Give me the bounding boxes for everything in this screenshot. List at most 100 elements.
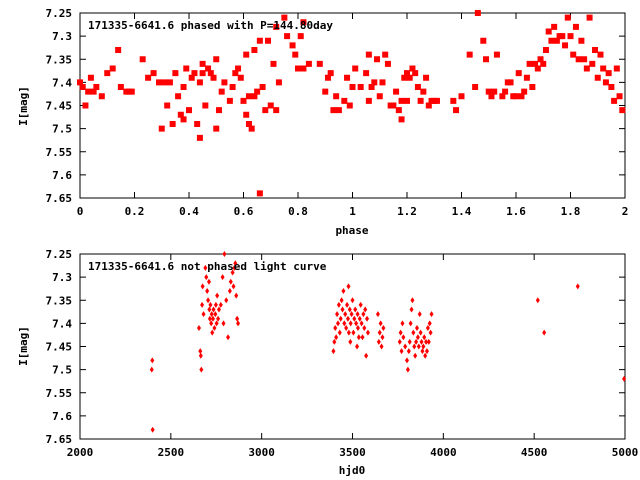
phased-data-point (191, 70, 198, 77)
unphased-data-point (205, 288, 210, 294)
phased-data-points (77, 10, 626, 197)
unphased-data-point (542, 329, 547, 336)
unphased-data-point (361, 311, 366, 318)
phased-data-point (79, 84, 86, 90)
unphased-data-point (227, 288, 232, 294)
unphased-data-point (365, 329, 370, 336)
phased-x-tick-label: 0 (77, 205, 84, 218)
phased-data-point (420, 88, 427, 95)
unphased-data-point (359, 320, 364, 327)
phased-x-tick-label: 0.8 (288, 205, 308, 218)
phased-data-point (213, 125, 220, 132)
unphased-data-point (208, 301, 213, 308)
unphased-data-point (232, 264, 237, 271)
phased-data-point (256, 37, 263, 44)
phased-data-point (256, 190, 263, 197)
phased-data-point (205, 65, 212, 72)
unphased-data-point (206, 278, 211, 285)
unphased-data-point (204, 274, 209, 281)
unphased-data-point (206, 297, 211, 304)
unphased-data-point (150, 357, 155, 364)
phased-data-point (488, 93, 495, 100)
phased-data-point (180, 84, 187, 90)
unphased-x-tick-label: 3500 (339, 446, 366, 459)
phased-x-axis: 0 0.2 0.4 0.6 0.8 1 1.2 1.4 1.6 1.8 2 (77, 13, 628, 218)
phased-y-tick-label: 7.4 (52, 76, 72, 89)
phased-data-point (109, 65, 116, 72)
phased-data-point (267, 102, 274, 109)
phased-data-point (172, 70, 179, 77)
phased-data-point (458, 93, 465, 100)
phased-data-point (259, 84, 266, 90)
phased-data-point (562, 42, 569, 49)
unphased-data-point (535, 297, 540, 304)
phased-data-point (352, 65, 359, 72)
phased-data-point (401, 74, 408, 81)
phased-data-point (117, 84, 124, 90)
unphased-data-point (342, 320, 347, 327)
unphased-data-point (335, 320, 340, 327)
phased-data-point (262, 107, 269, 114)
unphased-data-point (403, 343, 408, 350)
phased-y-tick-label: 7.25 (46, 7, 73, 20)
phased-data-point (245, 121, 252, 127)
phased-data-point (194, 121, 201, 127)
phased-data-point (327, 70, 334, 77)
phased-data-point (564, 14, 571, 21)
unphased-data-point (414, 338, 419, 345)
phased-data-point (156, 79, 163, 86)
phased-data-point (379, 79, 386, 86)
unphased-data-point (337, 329, 342, 336)
unphased-data-point (381, 325, 386, 331)
unphased-data-point (418, 329, 423, 336)
phased-data-point (548, 37, 555, 44)
phased-data-point (384, 60, 391, 67)
phased-data-point (480, 37, 487, 44)
unphased-data-point (338, 315, 343, 322)
phased-data-point (613, 65, 620, 72)
unphased-data-point (410, 297, 415, 304)
phased-data-point (344, 74, 351, 81)
phased-y-tick-label: 7.65 (46, 192, 73, 205)
phased-data-point (221, 79, 228, 86)
unphased-data-point (428, 329, 433, 336)
phased-data-point (602, 79, 609, 86)
unphased-data-point (207, 306, 212, 313)
unphased-data-point (575, 283, 580, 290)
phased-data-point (281, 14, 288, 21)
phased-data-point (210, 74, 217, 81)
phased-data-point (232, 70, 239, 77)
unphased-data-point (218, 301, 223, 308)
unphased-data-point (354, 320, 359, 327)
unphased-data-point (343, 311, 348, 318)
unphased-plot-frame (79, 253, 626, 440)
phased-data-point (98, 93, 105, 100)
unphased-y-tick-label: 7.4 (52, 317, 72, 330)
phased-data-point (316, 60, 323, 67)
unphased-y-tick-label: 7.3 (52, 271, 72, 284)
phased-data-point (77, 79, 83, 86)
phased-data-point (85, 88, 92, 95)
phased-data-point (572, 23, 579, 30)
phased-data-point (502, 88, 509, 95)
phased-data-point (368, 84, 375, 90)
unphased-data-point (341, 288, 346, 294)
phased-data-point (559, 33, 566, 40)
phased-data-point (414, 84, 421, 90)
phased-data-point (196, 134, 203, 141)
phased-data-point (188, 74, 195, 81)
phased-data-point (254, 88, 261, 95)
phased-y-tick-label: 7.45 (46, 100, 73, 113)
phased-data-point (551, 23, 558, 30)
unphased-data-point (408, 320, 413, 327)
unphased-x-tick-label: 3000 (248, 446, 275, 459)
phased-data-point (491, 88, 498, 95)
phased-data-point (273, 23, 280, 30)
phased-data-point (284, 33, 291, 40)
phased-data-point (466, 51, 473, 58)
phased-data-point (235, 65, 242, 72)
phased-x-tick-label: 0.6 (234, 205, 254, 218)
phased-x-tick-label: 1 (349, 205, 356, 218)
unphased-data-point (399, 348, 404, 355)
unphased-data-point (411, 329, 416, 336)
